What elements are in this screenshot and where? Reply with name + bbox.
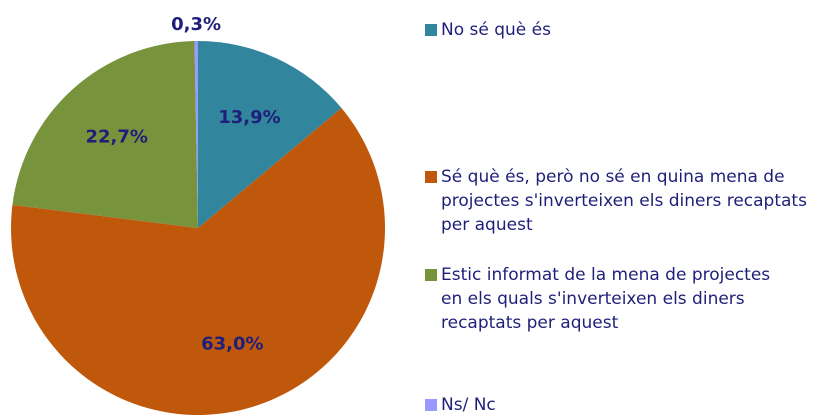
legend-swatch xyxy=(425,24,437,36)
legend-label: Ns/ Nc xyxy=(441,395,496,415)
legend-label: Sé què és, però no sé en quina mena de p… xyxy=(441,167,807,235)
legend-entry: Sé què és, però no sé en quina mena de p… xyxy=(425,165,820,237)
pie-slice xyxy=(12,41,198,228)
legend-entry: Ns/ Nc xyxy=(425,393,820,417)
legend-entry: Estic informat de la mena de projectes e… xyxy=(425,263,820,335)
legend-swatch xyxy=(425,171,437,183)
value-label: 63,0% xyxy=(201,334,263,355)
legend-swatch xyxy=(425,269,437,281)
legend-label: Estic informat de la mena de projectes e… xyxy=(441,265,771,333)
legend-label: No sé què és xyxy=(441,20,551,40)
value-label: 0,3% xyxy=(171,14,221,35)
legend-entry: No sé què és xyxy=(425,18,820,42)
pie-slice xyxy=(11,108,386,416)
pie-slice xyxy=(194,41,198,228)
legend-swatch xyxy=(425,399,437,411)
pie-slice xyxy=(198,41,342,228)
pie: 13,9% 63,0% 22,7% 0,3% xyxy=(11,14,386,416)
value-label: 13,9% xyxy=(218,107,280,128)
value-label: 22,7% xyxy=(85,127,147,148)
